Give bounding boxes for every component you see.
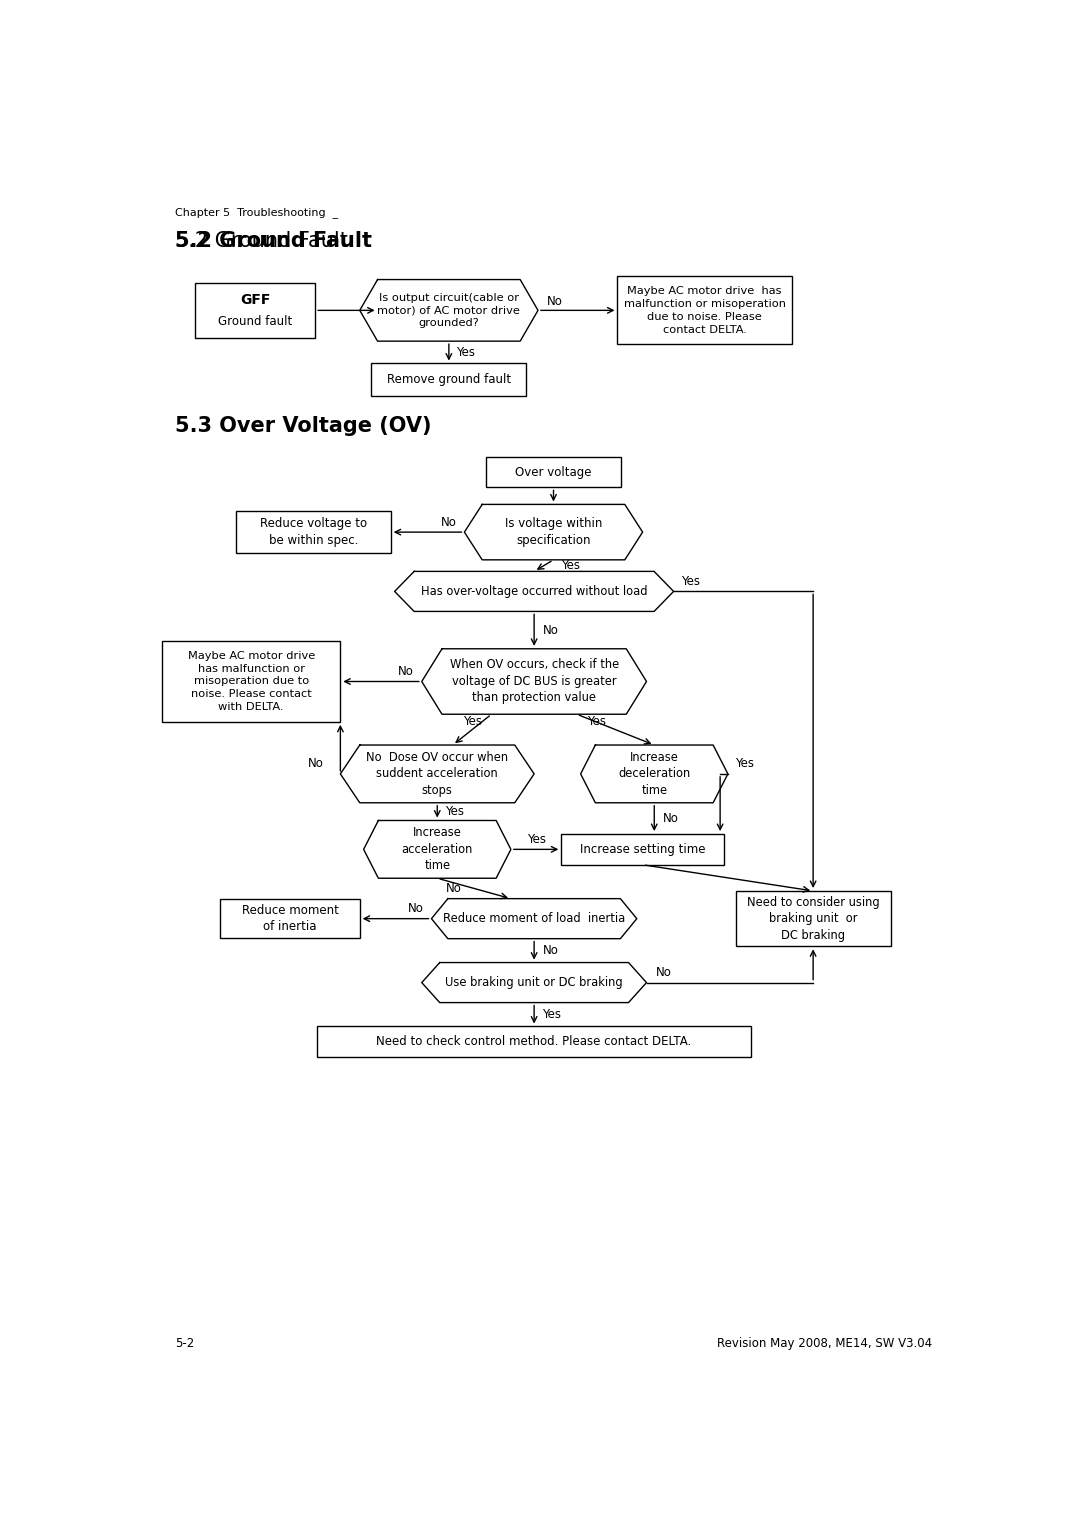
Text: Yes: Yes	[542, 1008, 561, 1022]
Polygon shape	[394, 571, 674, 612]
Text: Need to consider using
braking unit  or
DC braking: Need to consider using braking unit or D…	[746, 896, 879, 942]
Text: Yes: Yes	[735, 758, 755, 770]
Text: Chapter 5  Troubleshooting  _: Chapter 5 Troubleshooting _	[175, 207, 338, 218]
Text: Is output circuit(cable or
motor) of AC motor drive
grounded?: Is output circuit(cable or motor) of AC …	[377, 293, 521, 328]
Text: Use braking unit or DC braking: Use braking unit or DC braking	[445, 976, 623, 989]
Bar	[618, 276, 792, 344]
Text: No: No	[548, 295, 563, 308]
Text: No: No	[543, 624, 559, 637]
Text: Remove ground fault: Remove ground fault	[387, 373, 511, 387]
Bar	[735, 891, 891, 946]
Text: Yes: Yes	[561, 558, 580, 572]
Text: Revision May 2008, ME14, SW V3.04: Revision May 2008, ME14, SW V3.04	[716, 1338, 932, 1350]
Bar	[486, 457, 621, 488]
Bar	[562, 834, 724, 865]
Bar	[162, 641, 340, 723]
Text: No: No	[408, 902, 423, 916]
Text: No  Dose OV occur when
suddent acceleration
stops: No Dose OV occur when suddent accelerati…	[366, 752, 509, 796]
Polygon shape	[360, 279, 538, 341]
Text: Over voltage: Over voltage	[515, 465, 592, 479]
Text: Maybe AC motor drive  has
malfunction or misoperation
due to noise. Please
conta: Maybe AC motor drive has malfunction or …	[623, 287, 785, 334]
Polygon shape	[464, 505, 643, 560]
Text: Yes: Yes	[462, 715, 482, 729]
Text: When OV occurs, check if the
voltage of DC BUS is greater
than protection value: When OV occurs, check if the voltage of …	[449, 658, 619, 704]
Text: Is voltage within
specification: Is voltage within specification	[504, 517, 603, 546]
Text: Yes: Yes	[527, 833, 545, 845]
Bar	[372, 364, 526, 396]
Text: 5.3 Over Voltage (OV): 5.3 Over Voltage (OV)	[175, 416, 432, 436]
Text: Has over-voltage occurred without load: Has over-voltage occurred without load	[421, 584, 647, 598]
Text: Reduce moment of load  inertia: Reduce moment of load inertia	[443, 913, 625, 925]
Text: Ground fault: Ground fault	[218, 314, 293, 328]
Bar	[220, 899, 360, 937]
Text: No: No	[308, 758, 323, 770]
Text: Increase setting time: Increase setting time	[580, 842, 705, 856]
Text: Need to check control method. Please contact DELTA.: Need to check control method. Please con…	[377, 1035, 692, 1048]
Text: Yes: Yes	[457, 345, 475, 359]
Text: No: No	[441, 515, 457, 529]
Text: No: No	[656, 966, 672, 979]
Polygon shape	[364, 821, 511, 879]
Text: Increase
deceleration
time: Increase deceleration time	[618, 752, 690, 796]
Bar	[195, 282, 315, 337]
Text: Reduce voltage to
be within spec.: Reduce voltage to be within spec.	[259, 517, 367, 546]
Text: GFF: GFF	[240, 293, 270, 307]
Bar	[235, 511, 391, 554]
Text: No: No	[663, 811, 679, 825]
Text: 5-2: 5-2	[175, 1338, 194, 1350]
Text: 5.2 Ground Fault: 5.2 Ground Fault	[175, 232, 373, 252]
Polygon shape	[422, 649, 647, 715]
Text: Yes: Yes	[586, 715, 606, 729]
Polygon shape	[340, 746, 535, 802]
Text: Reduce moment
of inertia: Reduce moment of inertia	[242, 904, 338, 933]
Text: Increase
acceleration
time: Increase acceleration time	[402, 827, 473, 873]
Polygon shape	[422, 962, 647, 1003]
Polygon shape	[431, 899, 637, 939]
Text: 5.2 Ground Fault: 5.2 Ground Fault	[175, 232, 348, 252]
Bar	[318, 1026, 751, 1057]
Polygon shape	[581, 746, 728, 802]
Text: No: No	[446, 882, 462, 894]
Text: Yes: Yes	[681, 575, 700, 588]
Text: Maybe AC motor drive
has malfunction or
misoperation due to
noise. Please contac: Maybe AC motor drive has malfunction or …	[188, 650, 315, 712]
Text: No: No	[543, 943, 559, 957]
Text: Yes: Yes	[445, 805, 463, 818]
Text: No: No	[399, 666, 415, 678]
